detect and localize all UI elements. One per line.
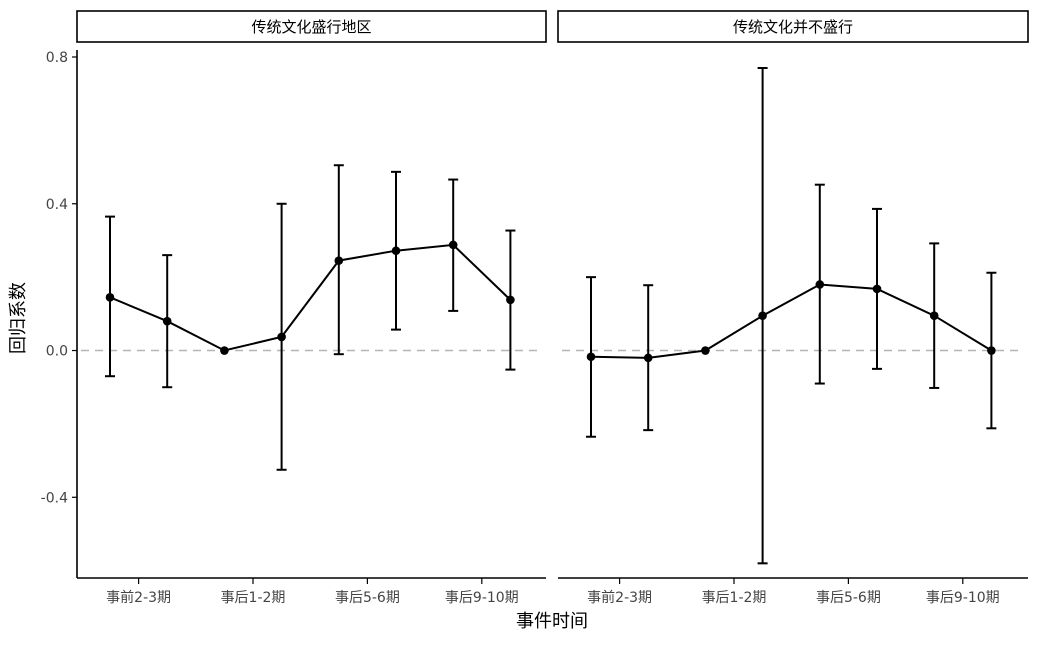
y-tick-label: 0.4: [46, 197, 68, 213]
data-point: [929, 311, 939, 320]
y-tick-label: 0.8: [46, 50, 68, 66]
panel-strip: [557, 10, 1029, 43]
data-point: [872, 284, 882, 294]
data-point: [643, 353, 653, 363]
data-point: [586, 352, 596, 362]
panel-strip-title: 传统文化盛行地区: [251, 18, 371, 36]
panel-strip-title: 传统文化并不盛行: [733, 18, 853, 36]
data-point: [334, 256, 344, 265]
y-tick-label: 0.0: [46, 344, 68, 360]
data-point: [815, 280, 825, 289]
x-tick-label: 事后5-6期: [816, 590, 881, 606]
x-tick-label: 事前2-3期: [587, 589, 652, 606]
data-point: [105, 293, 115, 302]
x-tick-label: 事前2-3期: [106, 589, 171, 606]
x-tick-label: 事后1-2期: [221, 590, 286, 606]
y-axis-title: 回归系数: [8, 282, 29, 354]
data-point: [506, 295, 515, 305]
data-point: [701, 346, 710, 355]
panel-strip: [76, 10, 547, 43]
x-tick-label: 事后1-2期: [702, 590, 767, 606]
x-tick-label: 事后5-6期: [335, 590, 400, 606]
data-point: [448, 240, 458, 250]
data-point: [162, 316, 172, 326]
x-tick-label: 事后9-10期: [926, 590, 1000, 606]
series-line: [590, 283, 992, 359]
data-point: [391, 246, 401, 256]
data-point: [277, 332, 286, 342]
y-tick-label: -0.4: [41, 490, 68, 506]
x-axis-title: 事件时间: [516, 611, 588, 632]
series-line: [109, 243, 512, 352]
data-point: [758, 311, 767, 320]
data-point: [987, 346, 996, 355]
x-tick-label: 事后9-10期: [445, 590, 519, 606]
data-point: [220, 346, 229, 355]
